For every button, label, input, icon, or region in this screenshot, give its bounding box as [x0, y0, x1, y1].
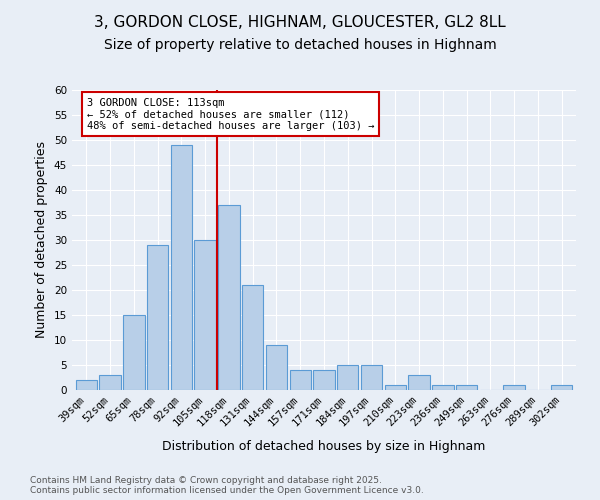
Bar — [551, 385, 572, 390]
Text: 3, GORDON CLOSE, HIGHNAM, GLOUCESTER, GL2 8LL: 3, GORDON CLOSE, HIGHNAM, GLOUCESTER, GL… — [94, 15, 506, 30]
Bar — [385, 385, 406, 390]
Bar — [242, 285, 263, 390]
Bar — [456, 385, 478, 390]
Bar — [290, 370, 311, 390]
Bar — [100, 375, 121, 390]
Bar — [218, 205, 239, 390]
Y-axis label: Number of detached properties: Number of detached properties — [35, 142, 49, 338]
Text: Size of property relative to detached houses in Highnam: Size of property relative to detached ho… — [104, 38, 496, 52]
Text: Contains HM Land Registry data © Crown copyright and database right 2025.
Contai: Contains HM Land Registry data © Crown c… — [30, 476, 424, 495]
X-axis label: Distribution of detached houses by size in Highnam: Distribution of detached houses by size … — [163, 440, 485, 452]
Bar — [76, 380, 97, 390]
Bar — [147, 245, 168, 390]
Bar — [313, 370, 335, 390]
Bar — [432, 385, 454, 390]
Bar — [409, 375, 430, 390]
Bar — [194, 240, 216, 390]
Bar — [503, 385, 525, 390]
Bar — [361, 365, 382, 390]
Bar — [123, 315, 145, 390]
Text: 3 GORDON CLOSE: 113sqm
← 52% of detached houses are smaller (112)
48% of semi-de: 3 GORDON CLOSE: 113sqm ← 52% of detached… — [87, 98, 374, 130]
Bar — [337, 365, 358, 390]
Bar — [170, 145, 192, 390]
Bar — [266, 345, 287, 390]
